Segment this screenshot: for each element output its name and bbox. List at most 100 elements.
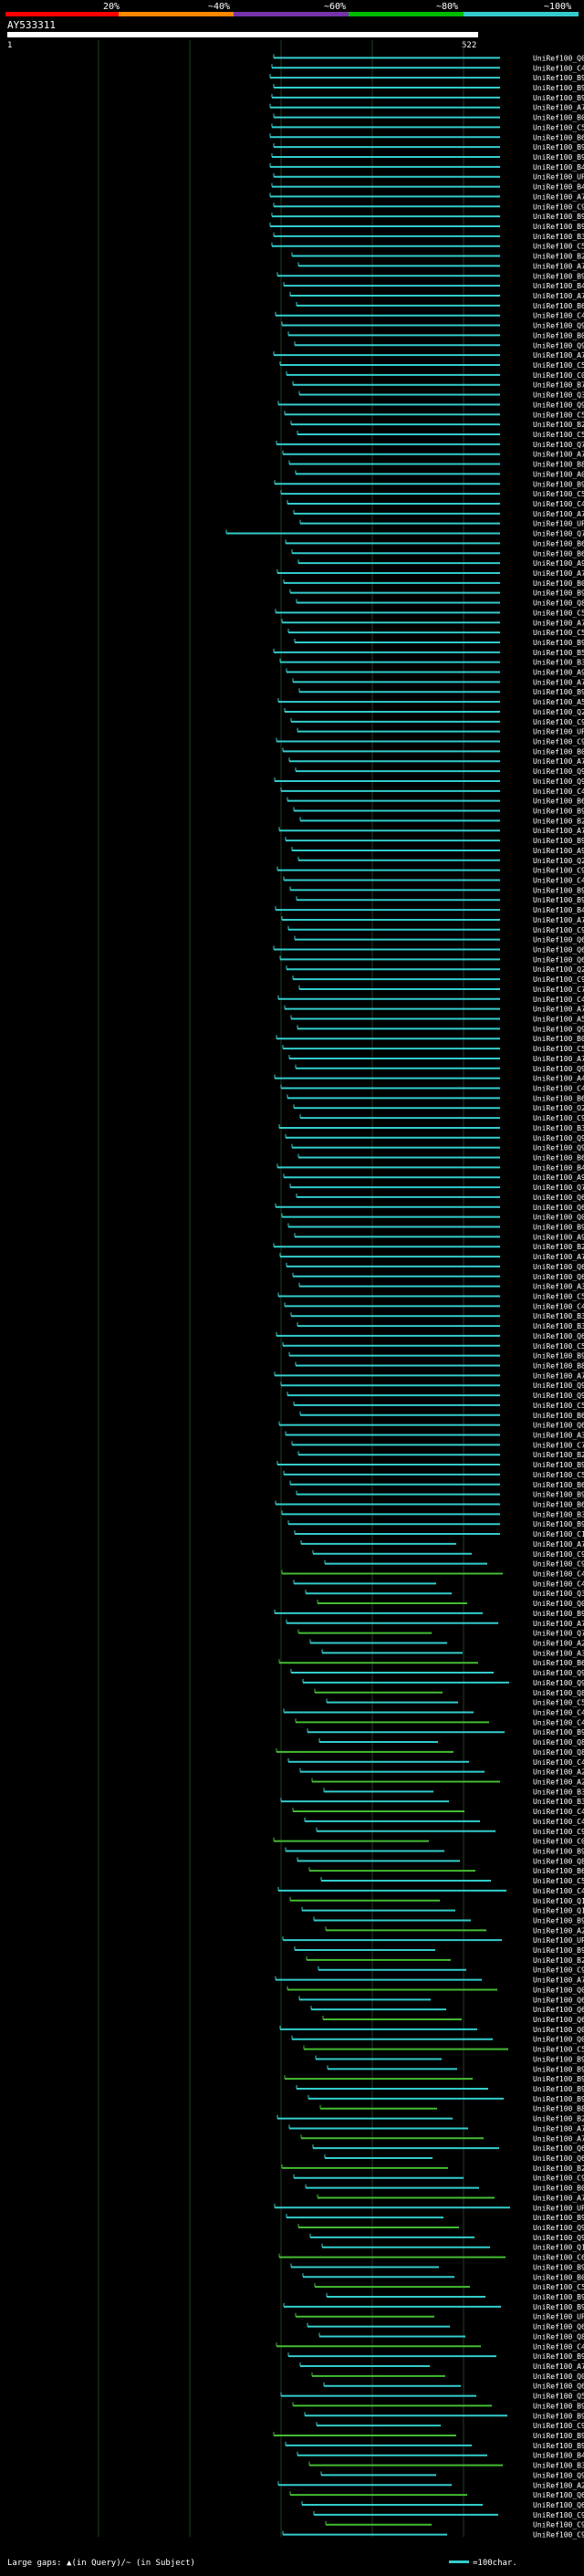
hit-label[interactable]: UniRef100_B9RZB9 [533,272,584,280]
hit-label[interactable]: UniRef100_B4FDU7 [533,282,584,290]
hit-label[interactable]: UniRef100_B9G159 [533,94,584,102]
hit-label[interactable]: UniRef100_C9DI09 [533,926,584,934]
hit-label[interactable]: UniRef100_Q61EL5 [533,2016,584,2024]
hit-label[interactable]: UniRef100_C4NXX6 [533,1758,584,1767]
hit-label[interactable]: UniRef100_Q7XXQ1 [533,1630,584,1638]
hit-label[interactable]: UniRef100_Q6DX79 [533,2144,584,2153]
hit-label[interactable]: UniRef100_B6TPJ0 [533,1154,584,1163]
hit-label[interactable]: UniRef100_A7LH18 [533,2194,584,2202]
hit-label[interactable]: UniRef100_B9S1Q2 [533,589,584,598]
hit-label[interactable]: UniRef100_C5YIB3 [533,1471,584,1479]
hit-label[interactable]: UniRef100_A7LH37 [533,1253,584,1261]
hit-label[interactable]: UniRef100_A3BGY6 [533,1431,584,1439]
hit-label[interactable]: UniRef100_C9DI12 [533,2174,584,2183]
hit-label[interactable]: UniRef100_Q32S04 [533,391,584,400]
hit-label[interactable]: UniRef100_Q84J08 [533,1748,584,1757]
hit-label[interactable]: UniRef100_B9R778 [533,480,584,488]
hit-label[interactable]: UniRef100_UP1000... [533,728,584,736]
hit-label[interactable]: UniRef100_B3GBY2 [533,1322,584,1330]
hit-label[interactable]: UniRef100_B2KJ51 [533,253,584,261]
hit-label[interactable]: UniRef100_C9DI25 [533,2531,584,2539]
hit-label[interactable]: UniRef100_C0IM53 [533,1838,584,1846]
hit-label[interactable]: UniRef100_A7QM08 [533,193,584,201]
hit-label[interactable]: UniRef100_A7NUX9 [533,1006,584,1014]
hit-label[interactable]: UniRef100_Q61E55 [533,1332,584,1340]
hit-label[interactable]: UniRef100_C4J9D7 [533,1887,584,1895]
hit-label[interactable]: UniRef100_A7LHF6 [533,2134,584,2143]
hit-label[interactable]: UniRef100_A7LHF7 [533,1976,584,1985]
hit-label[interactable]: UniRef100_Q04830 [533,2373,584,2381]
hit-label[interactable]: UniRef100_Q7LHH9 [533,1184,584,1192]
hit-label[interactable]: UniRef100_C9DI26 [533,2521,584,2529]
hit-label[interactable]: UniRef100_Q0JA18 [533,2026,584,2034]
hit-label[interactable]: UniRef100_Q9XV15-2 [533,767,584,776]
hit-label[interactable]: UniRef100_B3GBY3 [533,2462,584,2470]
hit-label[interactable]: UniRef100_C4NXQ4 [533,1818,584,1826]
hit-label[interactable]: UniRef100_C5YF38 [533,2046,584,2054]
hit-label[interactable]: UniRef100_B9N307 [533,1491,584,1499]
hit-label[interactable]: UniRef100_Q9SA80 [533,2234,584,2242]
hit-label[interactable]: UniRef100_B6SS44 [533,1481,584,1489]
hit-label[interactable]: UniRef100_Q6YNB9 [533,1194,584,1202]
hit-label[interactable]: UniRef100_C7ENF8 [533,986,584,994]
hit-label[interactable]: UniRef100_C9DI18 [533,2511,584,2519]
hit-label[interactable]: UniRef100_Q6DX56 [533,2154,584,2163]
hit-label[interactable]: UniRef100_C4NXX5 [533,1580,584,1588]
hit-label[interactable]: UniRef100_A9SZS7 [533,1173,584,1182]
hit-label[interactable]: UniRef100_Q8GT02 [533,1689,584,1697]
hit-label[interactable]: UniRef100_B6SSJ4 [533,539,584,548]
hit-label[interactable]: UniRef100_Q9SJ48 [533,1134,584,1142]
hit-label[interactable]: UniRef100_B9GVH4 [533,896,584,904]
hit-label[interactable]: UniRef100_A7LHH3 [533,2124,584,2133]
hit-label[interactable]: UniRef100_C9DI13 [533,738,584,746]
hit-label[interactable]: UniRef100_C4J9B4 [533,877,584,885]
hit-label[interactable]: UniRef100_B9GNT7 [533,639,584,647]
hit-label[interactable]: UniRef100_B9GGH3 [533,2065,584,2073]
hit-label[interactable]: UniRef100_A7QYF2 [533,351,584,360]
hit-label[interactable]: UniRef100_A2Z038 [533,1768,584,1777]
hit-label[interactable]: UniRef100_C5H8V6 [533,490,584,498]
hit-label[interactable]: UniRef100_B0LUS5 [533,579,584,588]
hit-label[interactable]: UniRef100_B0LKE9 [533,331,584,339]
hit-label[interactable]: UniRef100_C4N029 [533,312,584,320]
hit-label[interactable]: UniRef100_A7LH14 [533,827,584,835]
hit-label[interactable]: UniRef100_Q2PJ50 [533,965,584,974]
hit-label[interactable]: UniRef100_C4THE5 [533,787,584,796]
hit-label[interactable]: UniRef100_B3GAW6 [533,1788,584,1796]
hit-label[interactable]: UniRef100_A7PSI5 [533,451,584,459]
hit-label[interactable]: UniRef100_B5AK53 [533,649,584,657]
hit-label[interactable]: UniRef100_Q84J64 [533,2332,584,2341]
hit-label[interactable]: UniRef100_UP1000... [533,2313,584,2321]
hit-label[interactable]: UniRef100_B2KJ52 [533,421,584,429]
hit-label[interactable]: UniRef100_Q0JEE2 [533,1214,584,1222]
hit-label[interactable]: UniRef100_B9IQ05 [533,2303,584,2311]
hit-label[interactable]: UniRef100_C4NXV7 [533,996,584,1004]
hit-label[interactable]: UniRef100_B9R9G0 [533,2263,584,2271]
query-id[interactable]: AY533311 [7,19,56,31]
hit-label[interactable]: UniRef100_C4NXS3 [533,1570,584,1578]
hit-label[interactable]: UniRef100_Q9SRO7 [533,401,584,409]
hit-label[interactable]: UniRef100_B8AJT7 [533,461,584,469]
hit-label[interactable]: UniRef100_B0LUR5 [533,1035,584,1043]
hit-label[interactable]: UniRef100_A3A6L6 [533,1283,584,1291]
hit-label[interactable]: UniRef100_A7Q6H7 [533,569,584,578]
hit-label[interactable]: UniRef100_Q1EN67 [533,1907,584,1915]
hit-label[interactable]: UniRef100_C4HI27 [533,1708,584,1716]
hit-label[interactable]: UniRef100_Q01VC1 [533,2036,584,2044]
hit-label[interactable]: UniRef100_Q61EP2 [533,2491,584,2499]
hit-label[interactable]: UniRef100_Q2PJR0 [533,857,584,865]
hit-label[interactable]: UniRef100_C5XSB7 [533,609,584,617]
hit-label[interactable]: UniRef100_Q6X4Y7 [533,1263,584,1271]
hit-label[interactable]: UniRef100_A5B6T1 [533,1016,584,1024]
hit-label[interactable]: UniRef100_Q7XNY1 [533,530,584,538]
hit-label[interactable]: UniRef100_A7QNW7 [533,292,584,300]
hit-label[interactable]: UniRef100_Q93WU6 [533,341,584,349]
hit-label[interactable]: UniRef100_C5XS95 [533,361,584,370]
hit-label[interactable]: UniRef100_A3BGB4 [533,1649,584,1657]
hit-label[interactable]: UniRef100_B0LUS0 [533,2185,584,2193]
hit-label[interactable]: UniRef100_Q20HN5 [533,708,584,716]
hit-label[interactable]: UniRef100_C9DI10 [533,867,584,875]
hit-label[interactable]: UniRef100_Q00839 [533,1600,584,1608]
hit-label[interactable]: UniRef100_C5WZS6 [533,1402,584,1410]
hit-label[interactable]: UniRef100_B9HBY7 [533,2412,584,2420]
